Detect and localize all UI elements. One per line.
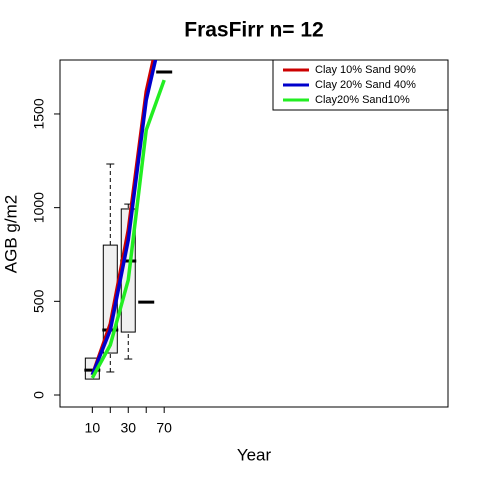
- x-tick-label: 30: [120, 420, 136, 436]
- y-tick-label: 1500: [31, 98, 47, 129]
- y-tick-label: 0: [31, 391, 47, 399]
- y-tick-label: 1000: [31, 192, 47, 223]
- legend-label: Clay20% Sand10%: [315, 94, 410, 106]
- legend-label: Clay 10% Sand 90%: [315, 64, 416, 76]
- y-tick-label: 500: [31, 289, 47, 313]
- chart-title: FrasFirr n= 12: [184, 19, 323, 42]
- x-tick-label: 70: [156, 420, 172, 436]
- x-axis-label: Year: [237, 445, 272, 464]
- plot-frame: [59, 59, 449, 408]
- legend-label: Clay 20% Sand 40%: [315, 79, 416, 91]
- series-line: [90, 60, 158, 376]
- x-tick-label: 10: [85, 420, 101, 436]
- y-axis-label: AGB g/m2: [1, 195, 20, 273]
- lines: [90, 60, 166, 379]
- series-line: [90, 79, 166, 379]
